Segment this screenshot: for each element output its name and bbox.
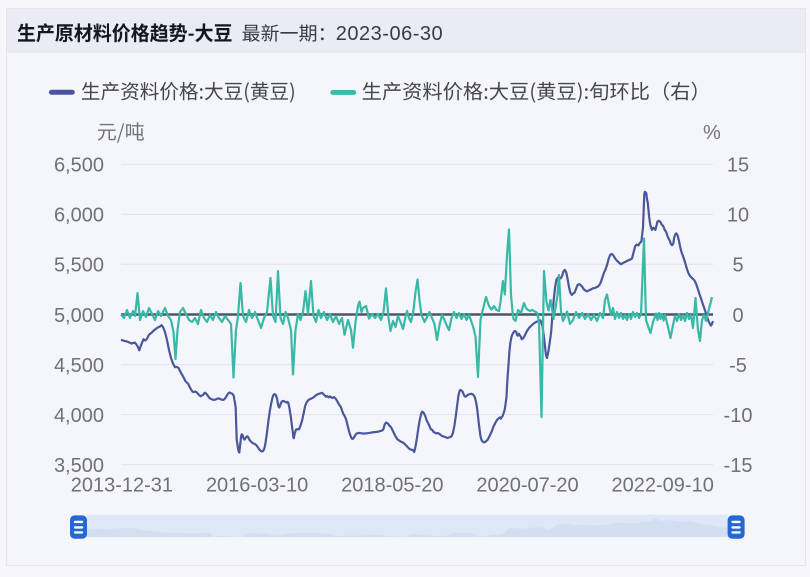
svg-text:4,000: 4,000 bbox=[54, 405, 104, 427]
svg-text:2022-09-10: 2022-09-10 bbox=[612, 475, 714, 497]
svg-text:5,000: 5,000 bbox=[54, 305, 104, 327]
svg-text:6,000: 6,000 bbox=[54, 205, 104, 227]
svg-text:-10: -10 bbox=[724, 405, 753, 427]
svg-text:3,500: 3,500 bbox=[54, 455, 104, 477]
svg-text:5: 5 bbox=[732, 255, 743, 277]
svg-text:2013-12-31: 2013-12-31 bbox=[71, 475, 173, 497]
svg-text:2023-06-30: 2023-06-30 bbox=[336, 23, 443, 45]
svg-text:0: 0 bbox=[732, 305, 743, 327]
svg-text:2016-03-10: 2016-03-10 bbox=[206, 475, 308, 497]
svg-text:4,500: 4,500 bbox=[54, 355, 104, 377]
svg-text:2018-05-20: 2018-05-20 bbox=[341, 475, 443, 497]
svg-text:2020-07-20: 2020-07-20 bbox=[476, 475, 578, 497]
svg-text:5,500: 5,500 bbox=[54, 255, 104, 277]
svg-text:%: % bbox=[703, 122, 721, 144]
svg-text:6,500: 6,500 bbox=[54, 155, 104, 177]
svg-text:-5: -5 bbox=[729, 355, 747, 377]
svg-text:10: 10 bbox=[727, 205, 749, 227]
svg-text:-15: -15 bbox=[724, 455, 753, 477]
svg-text:15: 15 bbox=[727, 155, 749, 177]
